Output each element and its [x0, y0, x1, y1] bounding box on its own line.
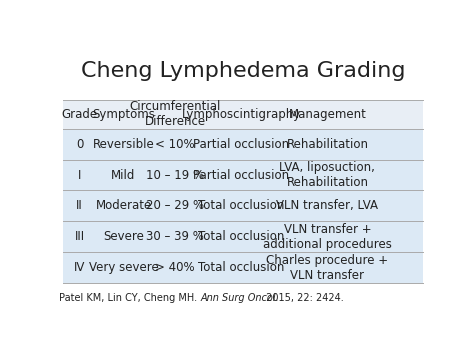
Text: Circumferential
Difference: Circumferential Difference — [129, 100, 221, 129]
Text: Cheng Lymphedema Grading: Cheng Lymphedema Grading — [81, 61, 405, 81]
Text: < 10%: < 10% — [155, 138, 195, 151]
Text: Grade: Grade — [62, 108, 98, 121]
Text: Mild: Mild — [111, 169, 136, 181]
Text: > 40%: > 40% — [155, 261, 195, 274]
Bar — [63, 100, 423, 129]
Text: LVA, liposuction,
Rehabilitation: LVA, liposuction, Rehabilitation — [280, 161, 375, 189]
Text: III: III — [74, 230, 84, 243]
Text: Total occlusion: Total occlusion — [198, 261, 284, 274]
Text: 20 – 29 %: 20 – 29 % — [146, 200, 204, 212]
Text: 2015, 22: 2424.: 2015, 22: 2424. — [263, 293, 344, 303]
Text: Symptoms: Symptoms — [92, 108, 155, 121]
Text: VLN transfer, LVA: VLN transfer, LVA — [276, 200, 378, 212]
Text: Lymphoscintigraphy: Lymphoscintigraphy — [182, 108, 301, 121]
Text: 0: 0 — [76, 138, 83, 151]
Text: Reversible: Reversible — [92, 138, 155, 151]
Text: IV: IV — [74, 261, 85, 274]
Bar — [59, 43, 427, 100]
Text: Rehabilitation: Rehabilitation — [286, 138, 368, 151]
Text: Patel KM, Lin CY, Cheng MH.: Patel KM, Lin CY, Cheng MH. — [59, 293, 201, 303]
Text: Partial occlusion: Partial occlusion — [193, 169, 289, 181]
Text: VLN transfer +
additional procedures: VLN transfer + additional procedures — [263, 223, 392, 251]
Text: Severe: Severe — [103, 230, 144, 243]
Text: Total occlusion: Total occlusion — [198, 230, 284, 243]
Text: Ann Surg Oncol.: Ann Surg Oncol. — [201, 293, 280, 303]
Text: Total occlusion: Total occlusion — [198, 200, 284, 212]
Bar — [59, 283, 427, 316]
Text: Partial occlusion: Partial occlusion — [193, 138, 289, 151]
Text: 10 – 19 %: 10 – 19 % — [146, 169, 204, 181]
Text: II: II — [76, 200, 83, 212]
Bar — [63, 100, 423, 283]
Text: Moderate: Moderate — [95, 200, 152, 212]
Text: Management: Management — [289, 108, 366, 121]
Text: Very severe: Very severe — [89, 261, 158, 274]
Text: 30 – 39 %: 30 – 39 % — [146, 230, 204, 243]
Text: Charles procedure +
VLN transfer: Charles procedure + VLN transfer — [266, 254, 389, 282]
Text: I: I — [78, 169, 81, 181]
